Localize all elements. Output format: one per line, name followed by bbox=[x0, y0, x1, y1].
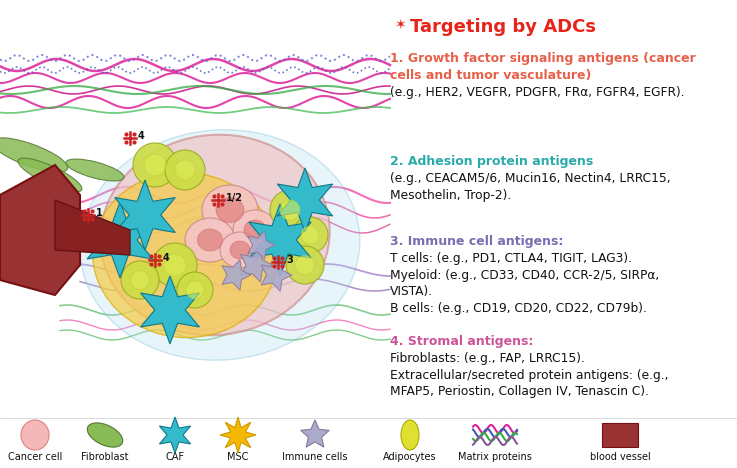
Ellipse shape bbox=[230, 241, 250, 259]
Ellipse shape bbox=[164, 254, 186, 276]
Polygon shape bbox=[0, 165, 80, 295]
Polygon shape bbox=[87, 202, 153, 278]
Ellipse shape bbox=[270, 190, 310, 230]
Ellipse shape bbox=[175, 160, 195, 180]
Ellipse shape bbox=[100, 135, 329, 335]
Text: 2. Adhesion protein antigens: 2. Adhesion protein antigens bbox=[390, 155, 593, 168]
Text: 4: 4 bbox=[163, 253, 170, 263]
Ellipse shape bbox=[87, 423, 123, 447]
Ellipse shape bbox=[18, 158, 82, 192]
Ellipse shape bbox=[177, 272, 213, 308]
Text: 4: 4 bbox=[138, 131, 144, 141]
Ellipse shape bbox=[0, 138, 68, 172]
Ellipse shape bbox=[198, 229, 223, 251]
FancyBboxPatch shape bbox=[602, 423, 638, 447]
Polygon shape bbox=[222, 260, 251, 290]
Ellipse shape bbox=[165, 150, 205, 190]
Text: 3. Immune cell antigens:: 3. Immune cell antigens: bbox=[390, 235, 563, 248]
Text: Fibroblast: Fibroblast bbox=[81, 452, 129, 462]
Text: ✶: ✶ bbox=[395, 18, 411, 32]
Text: MSC: MSC bbox=[227, 452, 248, 462]
Ellipse shape bbox=[186, 281, 204, 299]
Ellipse shape bbox=[153, 243, 197, 287]
Ellipse shape bbox=[144, 154, 166, 176]
Polygon shape bbox=[55, 200, 130, 255]
Text: 4. Stromal antigens:: 4. Stromal antigens: bbox=[390, 335, 534, 348]
Ellipse shape bbox=[185, 218, 235, 262]
Ellipse shape bbox=[301, 226, 319, 244]
Text: Immune cells: Immune cells bbox=[282, 452, 348, 462]
Polygon shape bbox=[261, 259, 292, 291]
Polygon shape bbox=[240, 248, 273, 282]
Text: (e.g., CEACAM5/6, Mucin16, Nectin4, LRRC15,
Mesothelin, Trop-2).: (e.g., CEACAM5/6, Mucin16, Nectin4, LRRC… bbox=[390, 172, 671, 202]
Polygon shape bbox=[220, 417, 256, 453]
Text: Targeting by ADCs: Targeting by ADCs bbox=[410, 18, 596, 36]
Text: 1/2: 1/2 bbox=[226, 193, 243, 203]
Text: Cancer cell: Cancer cell bbox=[8, 452, 62, 462]
Ellipse shape bbox=[130, 271, 150, 290]
Ellipse shape bbox=[66, 159, 124, 181]
Polygon shape bbox=[301, 420, 329, 447]
Ellipse shape bbox=[233, 210, 277, 250]
Ellipse shape bbox=[121, 261, 159, 299]
Polygon shape bbox=[115, 180, 175, 250]
Polygon shape bbox=[249, 204, 311, 276]
Text: CAF: CAF bbox=[166, 452, 184, 462]
Ellipse shape bbox=[280, 200, 300, 220]
Text: T cells: (e.g., PD1, CTLA4, TIGIT, LAG3).
Myeloid: (e.g., CD33, CD40, CCR-2/5, S: T cells: (e.g., PD1, CTLA4, TIGIT, LAG3)… bbox=[390, 252, 660, 315]
Ellipse shape bbox=[286, 246, 324, 284]
Ellipse shape bbox=[220, 232, 260, 268]
Text: Matrix proteins: Matrix proteins bbox=[458, 452, 532, 462]
Ellipse shape bbox=[133, 143, 177, 187]
Polygon shape bbox=[141, 276, 200, 344]
Text: 1: 1 bbox=[96, 208, 102, 218]
Ellipse shape bbox=[202, 185, 258, 235]
Ellipse shape bbox=[244, 220, 266, 240]
Text: 3: 3 bbox=[286, 255, 293, 265]
Ellipse shape bbox=[93, 172, 277, 337]
Polygon shape bbox=[248, 231, 275, 259]
Ellipse shape bbox=[21, 420, 49, 450]
Ellipse shape bbox=[216, 197, 244, 222]
Ellipse shape bbox=[292, 217, 328, 253]
Text: (e.g., HER2, VEGFR, PDGFR, FRα, FGFR4, EGFR).: (e.g., HER2, VEGFR, PDGFR, FRα, FGFR4, E… bbox=[390, 86, 685, 99]
Polygon shape bbox=[159, 417, 191, 453]
Polygon shape bbox=[277, 168, 332, 232]
Ellipse shape bbox=[80, 130, 360, 360]
Text: blood vessel: blood vessel bbox=[590, 452, 650, 462]
Text: Adipocytes: Adipocytes bbox=[383, 452, 437, 462]
Ellipse shape bbox=[401, 420, 419, 450]
Ellipse shape bbox=[296, 256, 315, 275]
Text: Fibroblasts: (e.g., FAP, LRRC15).
Extracellular/secreted protein antigens: (e.g.: Fibroblasts: (e.g., FAP, LRRC15). Extrac… bbox=[390, 352, 668, 398]
Text: 1. Growth factor signaling antigens (cancer
cells and tumor vasculature): 1. Growth factor signaling antigens (can… bbox=[390, 52, 696, 81]
